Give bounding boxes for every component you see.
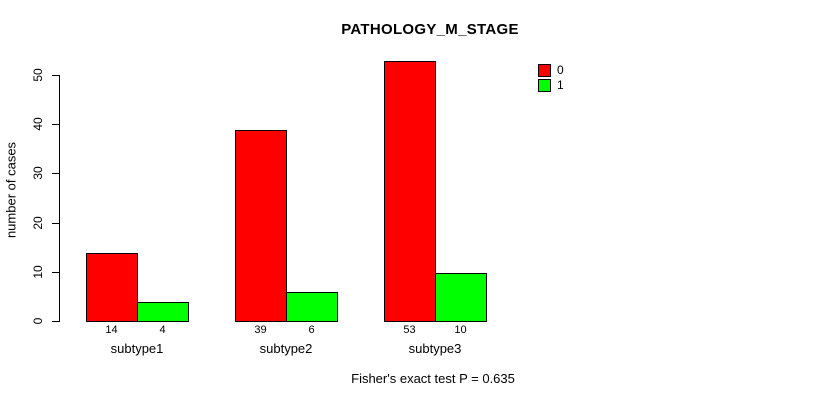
category-label: subtype1 [110, 341, 164, 356]
y-axis-tick-label: 30 [31, 166, 45, 180]
bar-series-0 [86, 253, 138, 322]
bar-series-1 [137, 302, 189, 322]
bar-series-1 [435, 273, 487, 322]
category-label: subtype3 [408, 341, 462, 356]
category-label: subtype2 [259, 341, 313, 356]
y-axis-label: number of cases [3, 141, 19, 239]
bar-series-0 [384, 61, 436, 322]
legend-label: 0 [557, 63, 564, 77]
y-axis-tick [52, 272, 59, 273]
y-axis-tick [52, 321, 59, 322]
legend-label: 1 [557, 78, 564, 92]
y-axis-line [59, 75, 60, 322]
y-axis-tick-label: 50 [31, 68, 45, 82]
annotation-text: Fisher's exact test P = 0.635 [351, 371, 515, 386]
legend-swatch-icon [538, 79, 551, 92]
y-axis-tick [52, 173, 59, 174]
bar-value-label: 10 [454, 324, 467, 336]
legend-entry: 0 [538, 64, 564, 77]
bar-series-0 [235, 130, 287, 322]
bar-value-label: 53 [403, 324, 416, 336]
bar-series-1 [286, 292, 338, 322]
y-axis-tick [52, 124, 59, 125]
y-axis-tick-label: 0 [31, 317, 45, 325]
bar-value-label: 39 [254, 324, 267, 336]
chart-title: PATHOLOGY_M_STAGE [341, 21, 519, 38]
legend-swatch-icon [538, 64, 551, 77]
y-axis-tick [52, 75, 59, 76]
y-axis-tick-label: 40 [31, 117, 45, 131]
bar-value-label: 6 [308, 324, 315, 336]
y-axis-tick-label: 10 [31, 265, 45, 279]
bar-value-label: 4 [159, 324, 166, 336]
y-axis-tick [52, 223, 59, 224]
bar-value-label: 14 [105, 324, 118, 336]
legend-entry: 1 [538, 79, 564, 92]
y-axis-tick-label: 20 [31, 216, 45, 230]
